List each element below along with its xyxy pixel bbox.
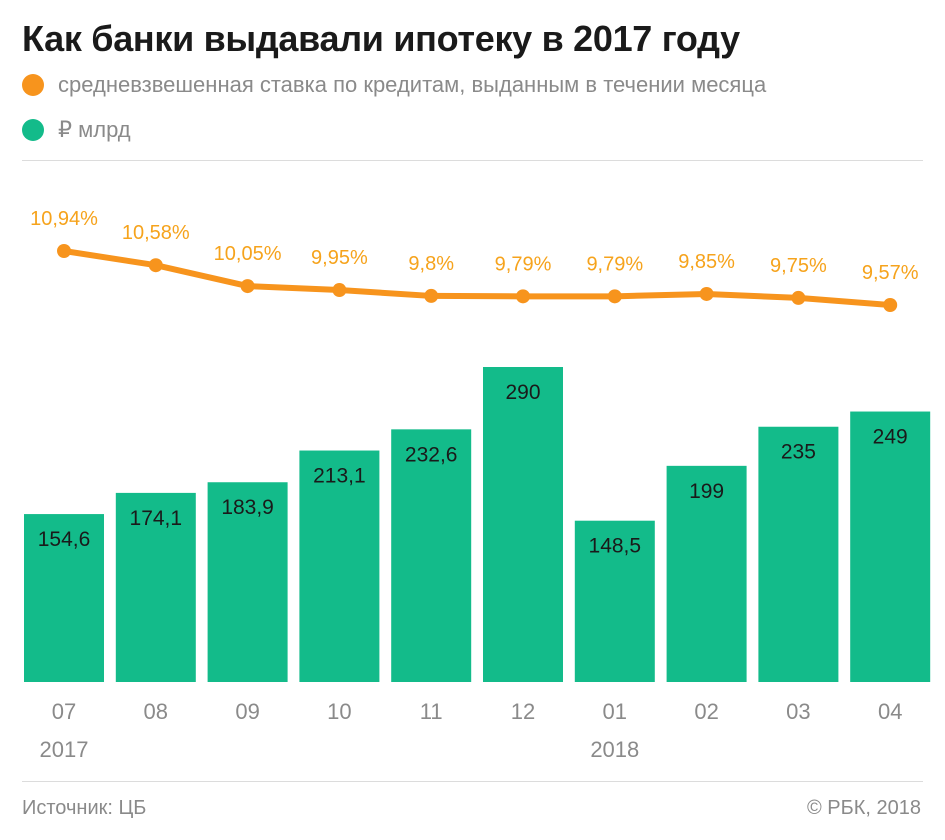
rate-value-label: 9,79% [495,253,552,275]
rate-point [424,288,439,303]
x-tick-label: 02 [694,699,718,724]
bar [850,411,931,682]
rate-point [148,258,163,273]
x-year-label: 2017 [40,737,89,762]
bar-value-label: 199 [689,480,724,503]
rate-point [240,279,255,294]
bar-value-label: 213,1 [313,465,366,488]
green-circle-icon [22,119,44,141]
rate-point [699,286,714,301]
bar-value-label: 232,6 [405,443,458,466]
legend-label-volume: ₽ млрд [58,117,131,142]
rate-value-label: 9,79% [586,253,643,275]
rate-value-label: 9,8% [408,253,454,275]
bar-value-label: 249 [873,426,908,449]
bar [299,450,380,682]
rate-point [791,290,806,305]
bar-value-label: 174,1 [130,507,183,530]
x-tick-label: 01 [603,699,627,724]
bar-value-label: 290 [505,381,540,404]
bar-value-label: 148,5 [589,535,642,558]
x-tick-label: 04 [878,699,902,724]
x-tick-label: 12 [511,699,535,724]
bar [391,429,472,682]
rate-value-label: 9,57% [862,262,919,284]
rate-value-label: 9,75% [770,255,827,277]
orange-circle-icon [22,74,44,96]
bar [24,514,104,682]
bottom-divider [22,781,923,782]
rate-point [516,289,530,304]
x-tick-label: 10 [327,699,351,724]
x-tick-label: 03 [786,699,810,724]
rate-value-label: 9,95% [311,247,368,269]
copyright-note: © РБК, 2018 [806,797,921,819]
bar [574,520,655,682]
rate-line [61,248,894,308]
bar-value-label: 154,6 [38,528,91,551]
rate-point [607,289,622,304]
rate-point [883,298,898,312]
x-year-label: 2018 [590,737,639,762]
rate-value-label: 10,58% [122,222,190,244]
legend-label-rate: средневзвешенная ставка по кредитам, выд… [58,72,767,97]
bar-value-label: 235 [781,441,816,464]
bar [483,367,563,682]
source-note: Источник: ЦБ [22,797,147,819]
rate-point [57,244,71,258]
x-tick-label: 11 [420,699,443,724]
rate-value-label: 10,94% [30,208,98,230]
legend-item-rate: средневзвешенная ставка по кредитам, выд… [22,72,766,98]
rate-value-label: 9,85% [678,251,735,273]
rate-value-label: 10,05% [214,243,282,265]
chart-title: Как банки выдавали ипотеку в 2017 году [22,18,740,59]
bar [207,482,288,682]
rate-point [332,283,347,298]
top-divider [22,160,923,161]
legend-item-volume: ₽ млрд [22,117,131,143]
bar [666,465,747,682]
bar [758,426,839,682]
x-tick-label: 09 [235,699,259,724]
x-tick-label: 08 [144,699,168,724]
x-tick-label: 07 [52,699,76,724]
bar [115,492,196,682]
bar-value-label: 183,9 [221,496,274,519]
